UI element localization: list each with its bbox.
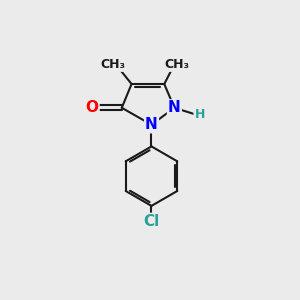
Text: H: H [194,108,205,121]
Text: Cl: Cl [143,214,160,229]
Text: N: N [168,100,181,115]
Text: CH₃: CH₃ [165,58,190,71]
Text: CH₃: CH₃ [100,58,125,71]
Text: N: N [145,117,158,132]
Text: O: O [85,100,98,115]
